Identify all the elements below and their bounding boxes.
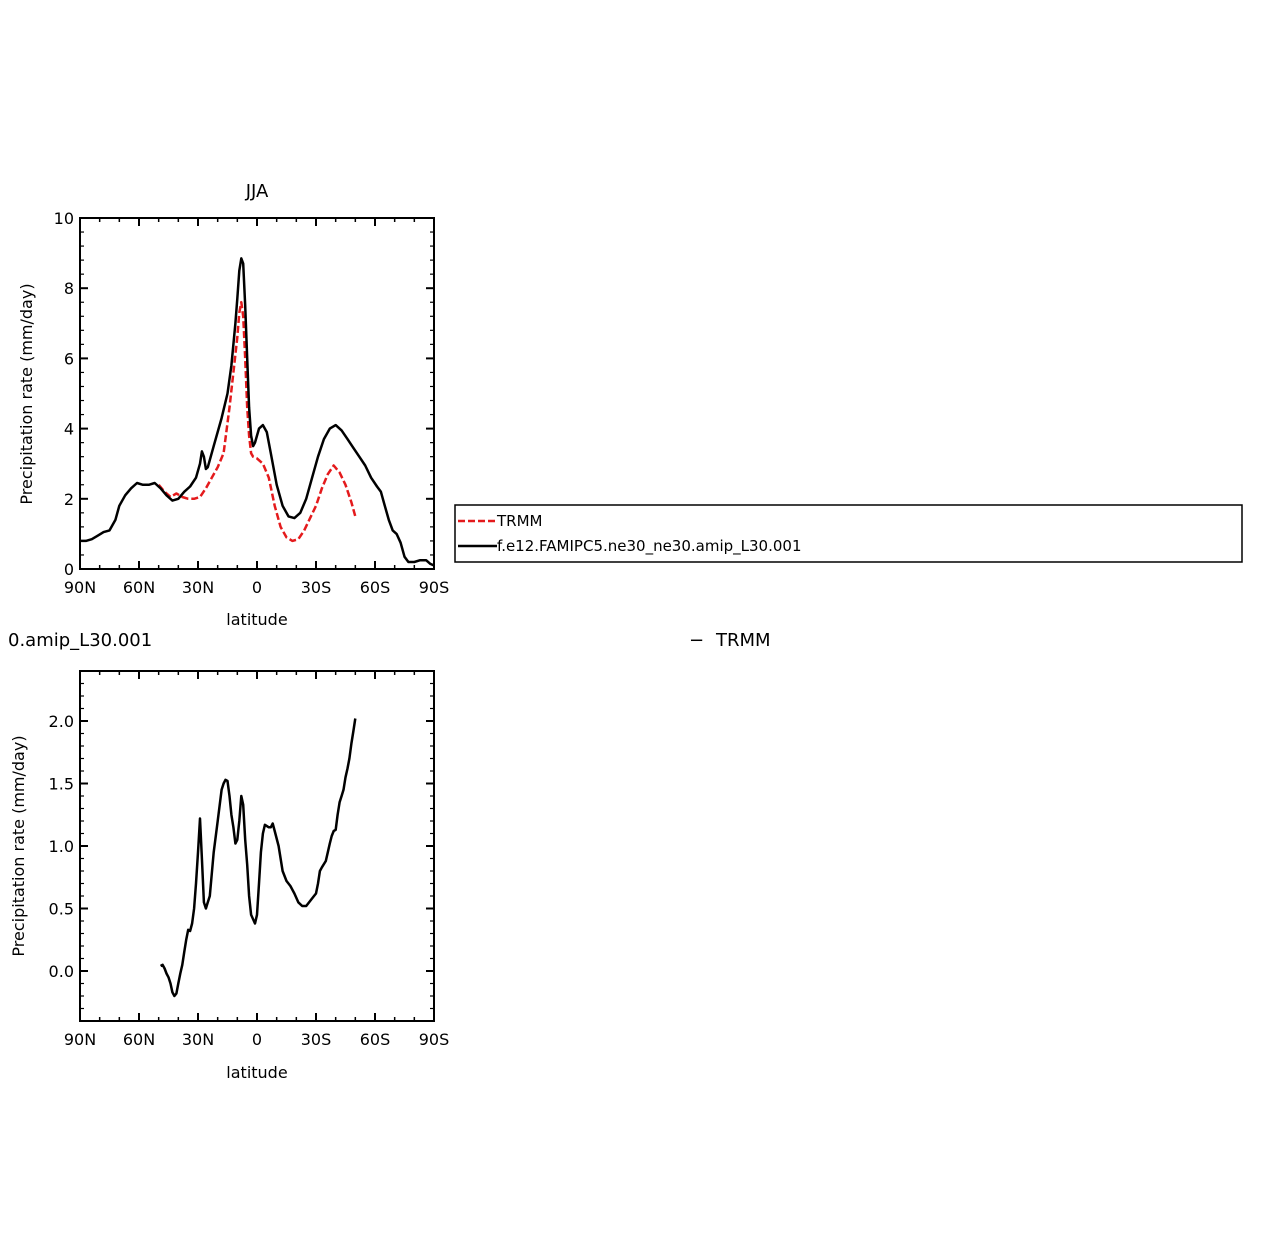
top-x-tick-label: 30S (301, 578, 332, 597)
bottom-x-tick-label: 30N (182, 1030, 214, 1049)
top-x-tick-label: 90S (419, 578, 450, 597)
bottom-plot-frame (79, 670, 435, 1022)
bottom-x-tick-label: 90S (419, 1030, 450, 1049)
bottom-x-tick-label: 90N (64, 1030, 96, 1049)
top-plot-xlabel: latitude (226, 610, 287, 629)
top-x-tick-label: 90N (64, 578, 96, 597)
top-y-tick-label: 0 (64, 560, 74, 579)
legend-label-model: f.e12.FAMIPC5.ne30_ne30.amip_L30.001 (497, 537, 802, 556)
top-x-tick-label: 30N (182, 578, 214, 597)
top-plot-title: JJA (245, 181, 269, 202)
bottom-series-line-0 (159, 718, 357, 998)
top-series-line-0 (157, 300, 357, 543)
top-x-tick-label: 60S (360, 578, 391, 597)
top-x-tick-label: 60N (123, 578, 155, 597)
legend-box (454, 504, 1243, 563)
bottom-y-tick-label: 2.0 (49, 712, 74, 731)
top-y-tick-label: 6 (64, 349, 74, 368)
bottom-plot-ylabel: Precipitation rate (mm/day) (9, 735, 28, 956)
top-y-tick-label: 10 (54, 209, 74, 228)
bottom-plot-header-left: 0.amip_L30.001 (8, 630, 152, 651)
bottom-x-tick-label: 0 (252, 1030, 262, 1049)
bottom-plot-panel: 0.amip_L30.001 − TRMM 90N 60N 30N 0 30S 60S 90… (8, 630, 771, 1082)
bottom-plot-xlabel: latitude (226, 1063, 287, 1082)
bottom-y-tick-label: 0.0 (49, 962, 74, 981)
top-plot-frame (79, 217, 435, 570)
bottom-plot-header-separator: − (689, 630, 704, 651)
bottom-plot-header-right: TRMM (715, 630, 771, 651)
bottom-x-tick-label: 60N (123, 1030, 155, 1049)
top-y-tick-label: 2 (64, 490, 74, 509)
bottom-y-tick-label: 1.0 (49, 837, 74, 856)
top-x-tick-label: 0 (252, 578, 262, 597)
legend-label-trmm: TRMM (496, 512, 542, 530)
bottom-x-tick-label: 60S (360, 1030, 391, 1049)
bottom-y-tick-label: 0.5 (49, 900, 74, 919)
top-plot-ylabel: Precipitation rate (mm/day) (17, 283, 36, 504)
top-series-line-1 (80, 257, 435, 567)
top-y-tick-label: 4 (64, 420, 74, 439)
legend: TRMM f.e12.FAMIPC5.ne30_ne30.amip_L30.00… (454, 504, 1243, 563)
top-y-tick-label: 8 (64, 279, 74, 298)
bottom-x-tick-label: 30S (301, 1030, 332, 1049)
bottom-y-tick-label: 1.5 (49, 775, 74, 794)
